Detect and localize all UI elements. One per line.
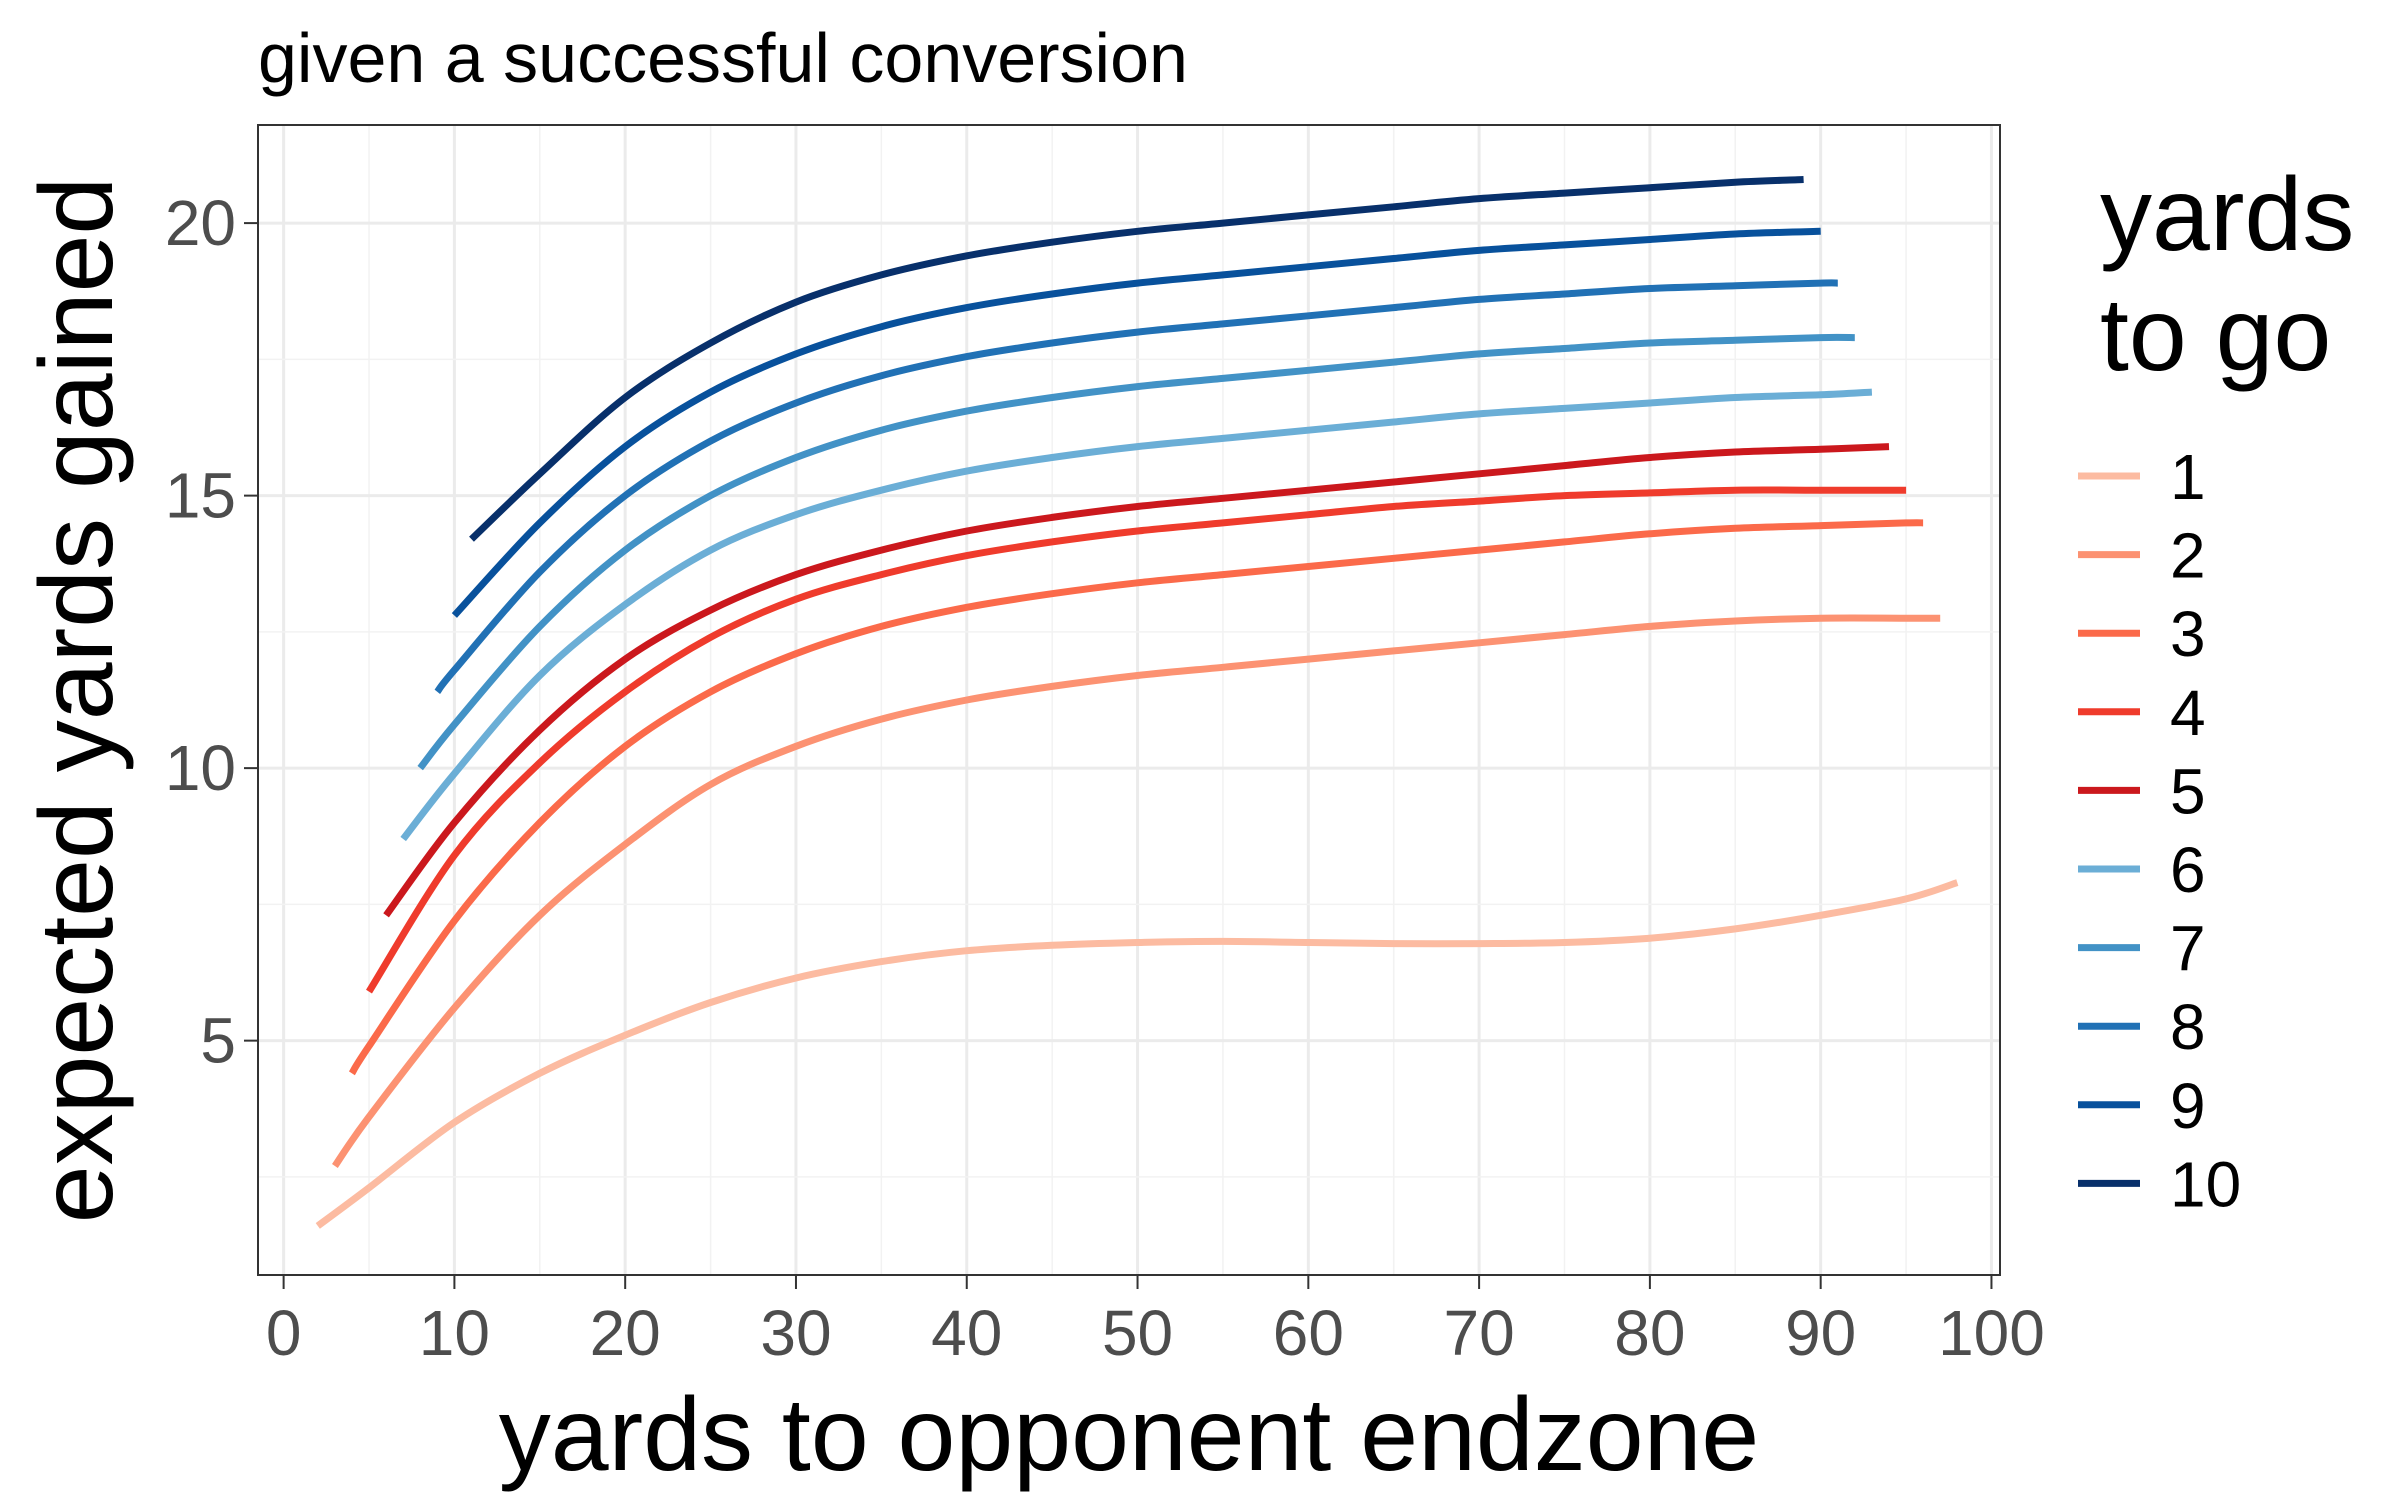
legend-label-6: 6 [2170, 834, 2206, 906]
legend-label-5: 5 [2170, 755, 2206, 827]
x-tick-label: 30 [760, 1297, 831, 1369]
legend-label-10: 10 [2170, 1148, 2241, 1220]
y-tick-label: 15 [165, 460, 236, 532]
y-tick-label: 5 [200, 1005, 236, 1077]
series-line-7 [417, 333, 1855, 771]
x-tick-label: 60 [1273, 1297, 1344, 1369]
x-axis-title: yards to opponent endzone [499, 1377, 1760, 1493]
x-tick-label: 10 [419, 1297, 490, 1369]
legend-label-3: 3 [2170, 598, 2206, 670]
legend-label-4: 4 [2170, 677, 2206, 749]
y-tick-label: 20 [165, 187, 236, 259]
y-tick-label: 10 [165, 732, 236, 804]
x-axis: 0 10 20 30 40 50 60 70 80 90 100 [266, 1275, 2045, 1369]
x-tick-label: 0 [266, 1297, 302, 1369]
x-tick-label: 20 [590, 1297, 661, 1369]
series-line-8 [434, 279, 1838, 694]
x-tick-label: 90 [1785, 1297, 1856, 1369]
x-tick-label: 40 [931, 1297, 1002, 1369]
legend-label-2: 2 [2170, 520, 2206, 592]
x-tick-label: 70 [1444, 1297, 1515, 1369]
y-axis: 5 10 15 20 [165, 187, 258, 1077]
legend-label-7: 7 [2170, 913, 2206, 985]
legend-label-1: 1 [2170, 441, 2206, 513]
series-line-6 [400, 388, 1873, 842]
series-line-3 [348, 519, 1924, 1076]
x-tick-label: 50 [1102, 1297, 1173, 1369]
y-axis-title: expected yards gained [19, 177, 135, 1224]
legend-title-line: to go [2100, 277, 2331, 393]
series-line-2 [332, 614, 1941, 1168]
legend-title-line: yards [2100, 157, 2354, 273]
series-line-1 [315, 879, 1959, 1229]
plot-background [258, 125, 2000, 1275]
grid-lines [258, 125, 2000, 1275]
legend-label-8: 8 [2170, 991, 2206, 1063]
legend-label-9: 9 [2170, 1070, 2206, 1142]
series-line-5 [383, 443, 1890, 918]
series-lines [315, 176, 1959, 1229]
plot-border [257, 124, 2001, 1276]
chart-title: given a successful conversion [258, 19, 1188, 97]
series-line-10 [469, 176, 1804, 542]
plot-panel [257, 124, 2001, 1276]
series-line-4 [366, 486, 1907, 994]
x-tick-label: 80 [1614, 1297, 1685, 1369]
series-line-9 [451, 227, 1821, 618]
x-tick-label: 100 [1938, 1297, 2045, 1369]
